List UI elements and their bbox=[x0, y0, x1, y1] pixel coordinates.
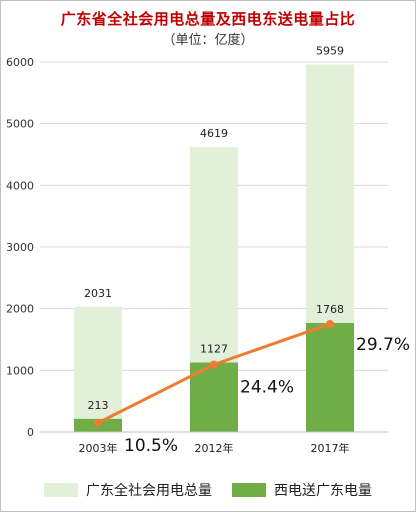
chart-title: 广东省全社会用电总量及西电东送电量占比 bbox=[60, 10, 356, 28]
x-tick-label-0: 2003年 bbox=[79, 441, 118, 455]
ratio-label-0: 10.5% bbox=[124, 436, 178, 456]
legend-label-west-east: 西电送广东电量 bbox=[274, 483, 372, 499]
y-tick-label-0: 0 bbox=[27, 426, 34, 439]
ratio-label-1: 24.4% bbox=[240, 378, 294, 398]
data-label-west-east-2: 1768 bbox=[316, 303, 344, 316]
ratio-point-2 bbox=[326, 319, 334, 328]
ratio-point-1 bbox=[210, 360, 218, 369]
ratio-label-2: 29.7% bbox=[356, 335, 410, 355]
chart-subtitle: （单位：亿度） bbox=[162, 33, 254, 48]
chart-legend: 广东全社会用电总量 西电送广东电量 bbox=[0, 480, 416, 500]
x-tick-label-2: 2017年 bbox=[311, 441, 350, 455]
data-label-total-2: 5959 bbox=[316, 45, 344, 58]
data-label-west-east-1: 1127 bbox=[200, 343, 228, 356]
y-tick-label-4: 4000 bbox=[6, 179, 34, 192]
x-tick-label-1: 2012年 bbox=[195, 441, 234, 455]
legend-item-west-east: 西电送广东电量 bbox=[232, 480, 372, 500]
legend-swatch-total bbox=[44, 483, 78, 497]
data-label-total-1: 4619 bbox=[200, 127, 228, 140]
data-label-west-east-0: 213 bbox=[88, 399, 109, 412]
bar-west-east-2 bbox=[306, 322, 354, 432]
y-tick-label-6: 6000 bbox=[6, 56, 34, 69]
bar-total-0 bbox=[74, 306, 122, 432]
legend-swatch-west-east bbox=[232, 483, 266, 497]
y-tick-label-2: 2000 bbox=[6, 303, 34, 316]
y-tick-label-3: 3000 bbox=[6, 241, 34, 254]
data-label-total-0: 2031 bbox=[84, 287, 112, 300]
legend-item-total: 广东全社会用电总量 bbox=[44, 480, 212, 500]
y-tick-label-1: 1000 bbox=[6, 364, 34, 377]
ratio-point-0 bbox=[94, 418, 102, 427]
legend-label-total: 广东全社会用电总量 bbox=[86, 483, 212, 499]
y-tick-label-5: 5000 bbox=[6, 118, 34, 131]
